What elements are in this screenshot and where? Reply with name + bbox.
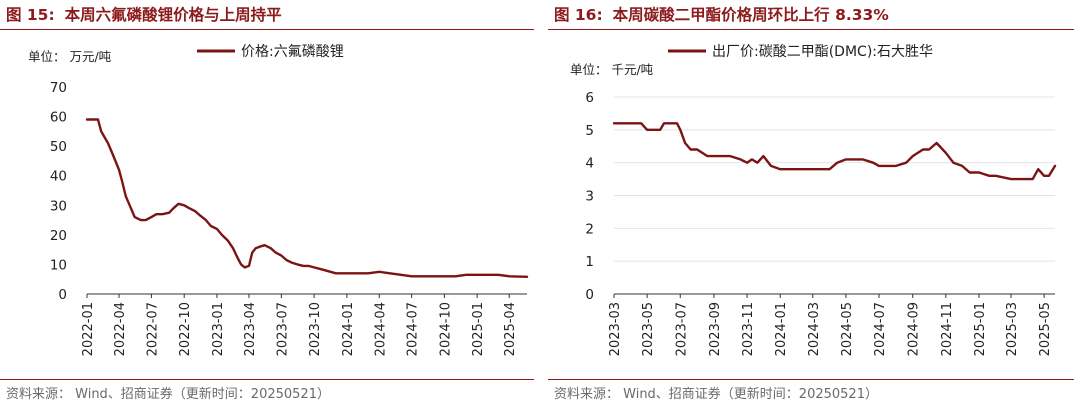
series-line <box>85 118 529 279</box>
title-divider <box>548 29 1074 30</box>
x-tick-label: 2023-11 <box>741 302 756 356</box>
x-tick-label: 2022-10 <box>178 302 193 356</box>
y-tick-label: 10 <box>50 257 67 273</box>
source-note: 资料来源： Wind、招商证券（更新时间：20250521） <box>554 387 878 402</box>
x-tick-label: 2023-09 <box>708 302 723 356</box>
y-tick-label: 0 <box>585 287 594 303</box>
figure-number: 图 16: <box>554 6 603 24</box>
x-tick-label: 2024-09 <box>907 302 922 356</box>
title-divider <box>0 29 534 30</box>
y-tick-label: 6 <box>585 90 594 106</box>
figure-title: 图 15: 本周六氟磷酸锂价格与上周持平 <box>6 3 282 25</box>
y-tick-label: 1 <box>585 254 594 270</box>
y-tick-label: 30 <box>50 198 67 214</box>
source-note: 资料来源： Wind、招商证券（更新时间：20250521） <box>6 387 330 402</box>
x-tick-label: 2024-04 <box>373 302 388 356</box>
line-chart-dmc-price: 单位： 千元/吨 出厂价:碳酸二甲酯(DMC):石大胜华 0 1 2 3 4 5 6 2023-0… <box>570 44 1057 356</box>
x-tick-label: 2024-07 <box>406 302 421 356</box>
figure-title: 图 16: 本周碳酸二甲酯价格周环比上行 8.33% <box>554 3 889 25</box>
x-tick-label: 2024-10 <box>438 302 453 356</box>
x-tick-label: 2023-10 <box>308 302 323 356</box>
x-tick-label: 2022-07 <box>145 302 160 356</box>
x-tick-label: 2024-05 <box>840 302 855 356</box>
chart-panel-lithium-hexafluorophosphate: 图 15: 本周六氟磷酸锂价格与上周持平 单位： 万元/吨 价格:六氟磷酸锂 0 10 2… <box>0 3 534 402</box>
x-tick-label: 2023-01 <box>211 302 226 356</box>
chart-panel-dmc: 图 16: 本周碳酸二甲酯价格周环比上行 8.33% 单位： 千元/吨 出厂价:碳酸… <box>548 0 1080 405</box>
figure-title-text: 本周六氟磷酸锂价格与上周持平 <box>64 6 282 24</box>
x-tick-label: 2025-01 <box>471 302 486 356</box>
unit-label: 单位： 万元/吨 <box>28 49 112 64</box>
y-tick-label: 50 <box>50 139 67 155</box>
x-tick-label: 2022-04 <box>113 302 128 356</box>
figure-title-text: 本周碳酸二甲酯价格周环比上行 8.33% <box>612 6 889 24</box>
series-line <box>612 122 1057 181</box>
y-tick-label: 3 <box>585 189 594 205</box>
figure-number: 图 15: <box>6 6 55 24</box>
x-tick-label: 2023-07 <box>674 302 689 356</box>
x-tick-label: 2025-04 <box>503 302 518 356</box>
legend-label: 出厂价:碳酸二甲酯(DMC):石大胜华 <box>712 44 933 60</box>
x-tick-label: 2023-07 <box>275 302 290 356</box>
x-tick-label: 2024-03 <box>807 302 822 356</box>
x-tick-label: 2022-01 <box>81 302 96 356</box>
x-tick-label: 2023-05 <box>641 302 656 356</box>
line-chart-lipf6-price: 单位： 万元/吨 价格:六氟磷酸锂 0 10 20 30 40 50 60 70 2022-01 20… <box>28 44 529 356</box>
x-tick-label: 2025-01 <box>973 302 988 356</box>
y-tick-label: 5 <box>585 123 594 139</box>
x-tick-label: 2024-11 <box>940 302 955 356</box>
y-tick-label: 2 <box>585 221 594 237</box>
x-tick-label: 2025-05 <box>1038 302 1053 356</box>
legend-label: 价格:六氟磷酸锂 <box>241 44 344 60</box>
source-divider <box>548 379 1074 380</box>
y-tick-label: 60 <box>50 110 67 126</box>
x-tick-label: 2023-03 <box>608 302 623 356</box>
y-tick-label: 70 <box>50 80 67 96</box>
x-tick-label: 2023-04 <box>243 302 258 356</box>
y-tick-label: 20 <box>50 228 67 244</box>
y-tick-label: 4 <box>585 156 594 172</box>
y-tick-label: 40 <box>50 169 67 185</box>
source-divider <box>0 379 534 380</box>
unit-label: 单位： 千元/吨 <box>570 62 654 77</box>
y-tick-label: 0 <box>58 287 67 303</box>
x-tick-label: 2025-03 <box>1005 302 1020 356</box>
x-tick-label: 2024-07 <box>873 302 888 356</box>
x-tick-label: 2024-01 <box>341 302 356 356</box>
x-tick-label: 2024-01 <box>774 302 789 356</box>
